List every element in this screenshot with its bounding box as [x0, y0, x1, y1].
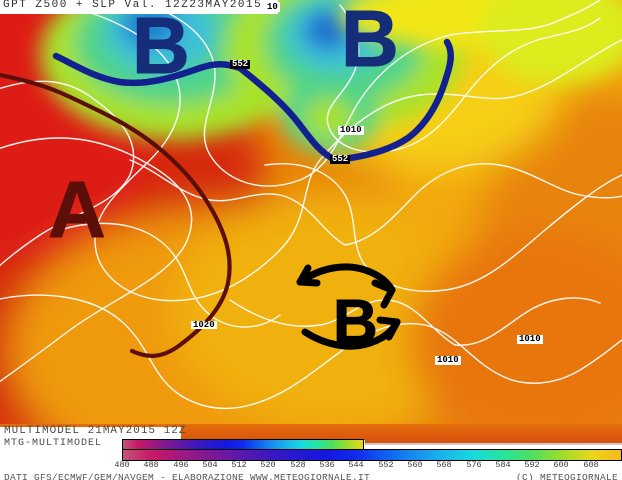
svg-text:B: B: [132, 1, 190, 90]
svg-text:B: B: [333, 288, 378, 357]
svg-text:B: B: [341, 0, 399, 83]
svg-text:A: A: [48, 165, 106, 254]
